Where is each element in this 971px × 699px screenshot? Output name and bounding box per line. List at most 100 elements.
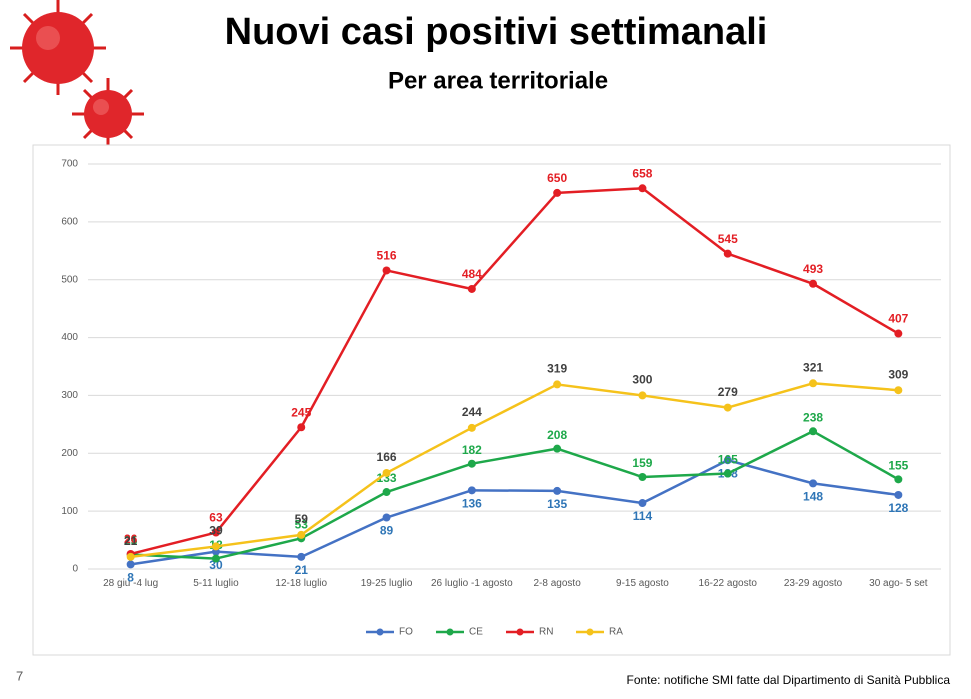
x-tick-label-text: 9-15 agosto <box>616 578 669 589</box>
data-point <box>126 560 135 569</box>
data-point <box>894 475 903 484</box>
data-point <box>809 479 818 488</box>
data-point <box>723 456 732 465</box>
data-label: 658 <box>632 166 652 180</box>
data-label: 133 <box>377 471 397 485</box>
data-point <box>211 542 220 551</box>
series-line <box>130 187 899 556</box>
data-label: 114 <box>633 509 653 523</box>
data-label: 165 <box>718 453 738 467</box>
data-point <box>126 552 135 561</box>
data-point <box>467 284 476 293</box>
data-point <box>809 279 818 288</box>
data-label: 238 <box>803 410 823 424</box>
x-tick-label-text: 19-25 luglio <box>360 578 413 589</box>
data-point <box>723 249 732 258</box>
data-label: 135 <box>547 497 567 511</box>
data-point <box>553 188 562 197</box>
x-tick-label: 12-18 luglio <box>275 578 327 589</box>
data-point <box>211 554 220 563</box>
data-label: 319 <box>547 362 567 376</box>
data-label: 545 <box>718 232 738 246</box>
data-point <box>638 473 647 482</box>
y-tick-label: 200 <box>61 448 78 459</box>
title: Nuovi casi positivi settimanali <box>225 11 768 53</box>
data-label: 493 <box>803 262 823 276</box>
data-point <box>297 552 306 561</box>
data-label: 39 <box>209 524 223 538</box>
data-point <box>894 329 903 338</box>
data-label: 279 <box>718 385 738 399</box>
data-label: 136 <box>462 496 482 510</box>
x-tick-label-text: 16-22 agosto <box>698 578 757 589</box>
data-point <box>467 423 476 432</box>
x-tick-label: 16-22 agosto <box>698 578 757 589</box>
x-tick-label: 26 luglio -1 agosto <box>430 578 513 589</box>
y-tick-label: 700 <box>61 159 78 170</box>
data-point <box>553 486 562 495</box>
data-point <box>382 266 391 275</box>
data-label: 159 <box>632 456 652 470</box>
slide-number: 7 <box>16 668 23 683</box>
data-label: 407 <box>888 312 908 326</box>
y-tick-label: 0 <box>72 564 78 575</box>
x-tick-label-text: 26 luglio -1 agosto <box>430 578 513 589</box>
data-point <box>723 403 732 412</box>
virus-icon <box>10 0 144 150</box>
data-point <box>809 427 818 436</box>
data-label: 516 <box>377 249 397 263</box>
legend-marker <box>446 628 454 636</box>
data-point <box>723 469 732 478</box>
data-label: 245 <box>291 405 311 419</box>
data-label: 21 <box>124 534 138 548</box>
data-label: 321 <box>803 360 823 374</box>
x-tick-label: 30 ago- 5 set <box>869 578 928 589</box>
data-label: 30 <box>209 558 223 572</box>
data-label: 148 <box>803 490 823 504</box>
data-point <box>809 379 818 388</box>
data-label: 650 <box>547 171 567 185</box>
data-label: 8 <box>127 571 134 585</box>
data-label: 244 <box>462 405 482 419</box>
subtitle: Per area territoriale <box>388 67 608 94</box>
y-tick-label: 600 <box>61 216 78 227</box>
legend-marker <box>586 628 594 636</box>
data-point <box>638 184 647 193</box>
data-point <box>638 499 647 508</box>
x-tick-label-text: 23-29 agosto <box>783 578 843 589</box>
data-label: 89 <box>380 524 394 538</box>
y-tick-label: 300 <box>61 390 78 401</box>
x-tick-label-text: 5-11 luglio <box>193 578 239 589</box>
x-tick-label-text: 30 ago- 5 set <box>869 578 928 589</box>
data-label: 21 <box>295 563 309 577</box>
data-point <box>382 513 391 522</box>
data-point <box>894 490 903 499</box>
data-point <box>382 488 391 497</box>
data-label: 166 <box>377 450 397 464</box>
chart-frame <box>32 144 951 656</box>
data-point <box>467 486 476 495</box>
data-point <box>467 459 476 468</box>
data-point <box>297 530 306 539</box>
legend-label: RA <box>609 627 623 638</box>
series-line <box>130 382 899 559</box>
data-label: 155 <box>888 458 908 472</box>
data-point <box>894 386 903 395</box>
data-label: 208 <box>547 428 567 442</box>
data-point <box>211 528 220 537</box>
y-tick-label: 400 <box>61 332 78 343</box>
x-tick-label-text: 28 giu -4 lug <box>103 578 159 589</box>
series-line <box>130 430 899 560</box>
data-label: 182 <box>462 443 482 457</box>
data-label: 25 <box>124 534 138 548</box>
data-point <box>553 380 562 389</box>
y-tick-label: 100 <box>61 506 78 517</box>
data-label: 300 <box>632 373 652 387</box>
data-point <box>382 468 391 477</box>
x-tick-label-text: 2-8 agosto <box>533 578 581 589</box>
legend-label: CE <box>469 627 483 638</box>
data-label: 59 <box>295 512 309 526</box>
x-tick-label: 9-15 agosto <box>616 578 669 589</box>
data-label: 128 <box>888 501 908 515</box>
